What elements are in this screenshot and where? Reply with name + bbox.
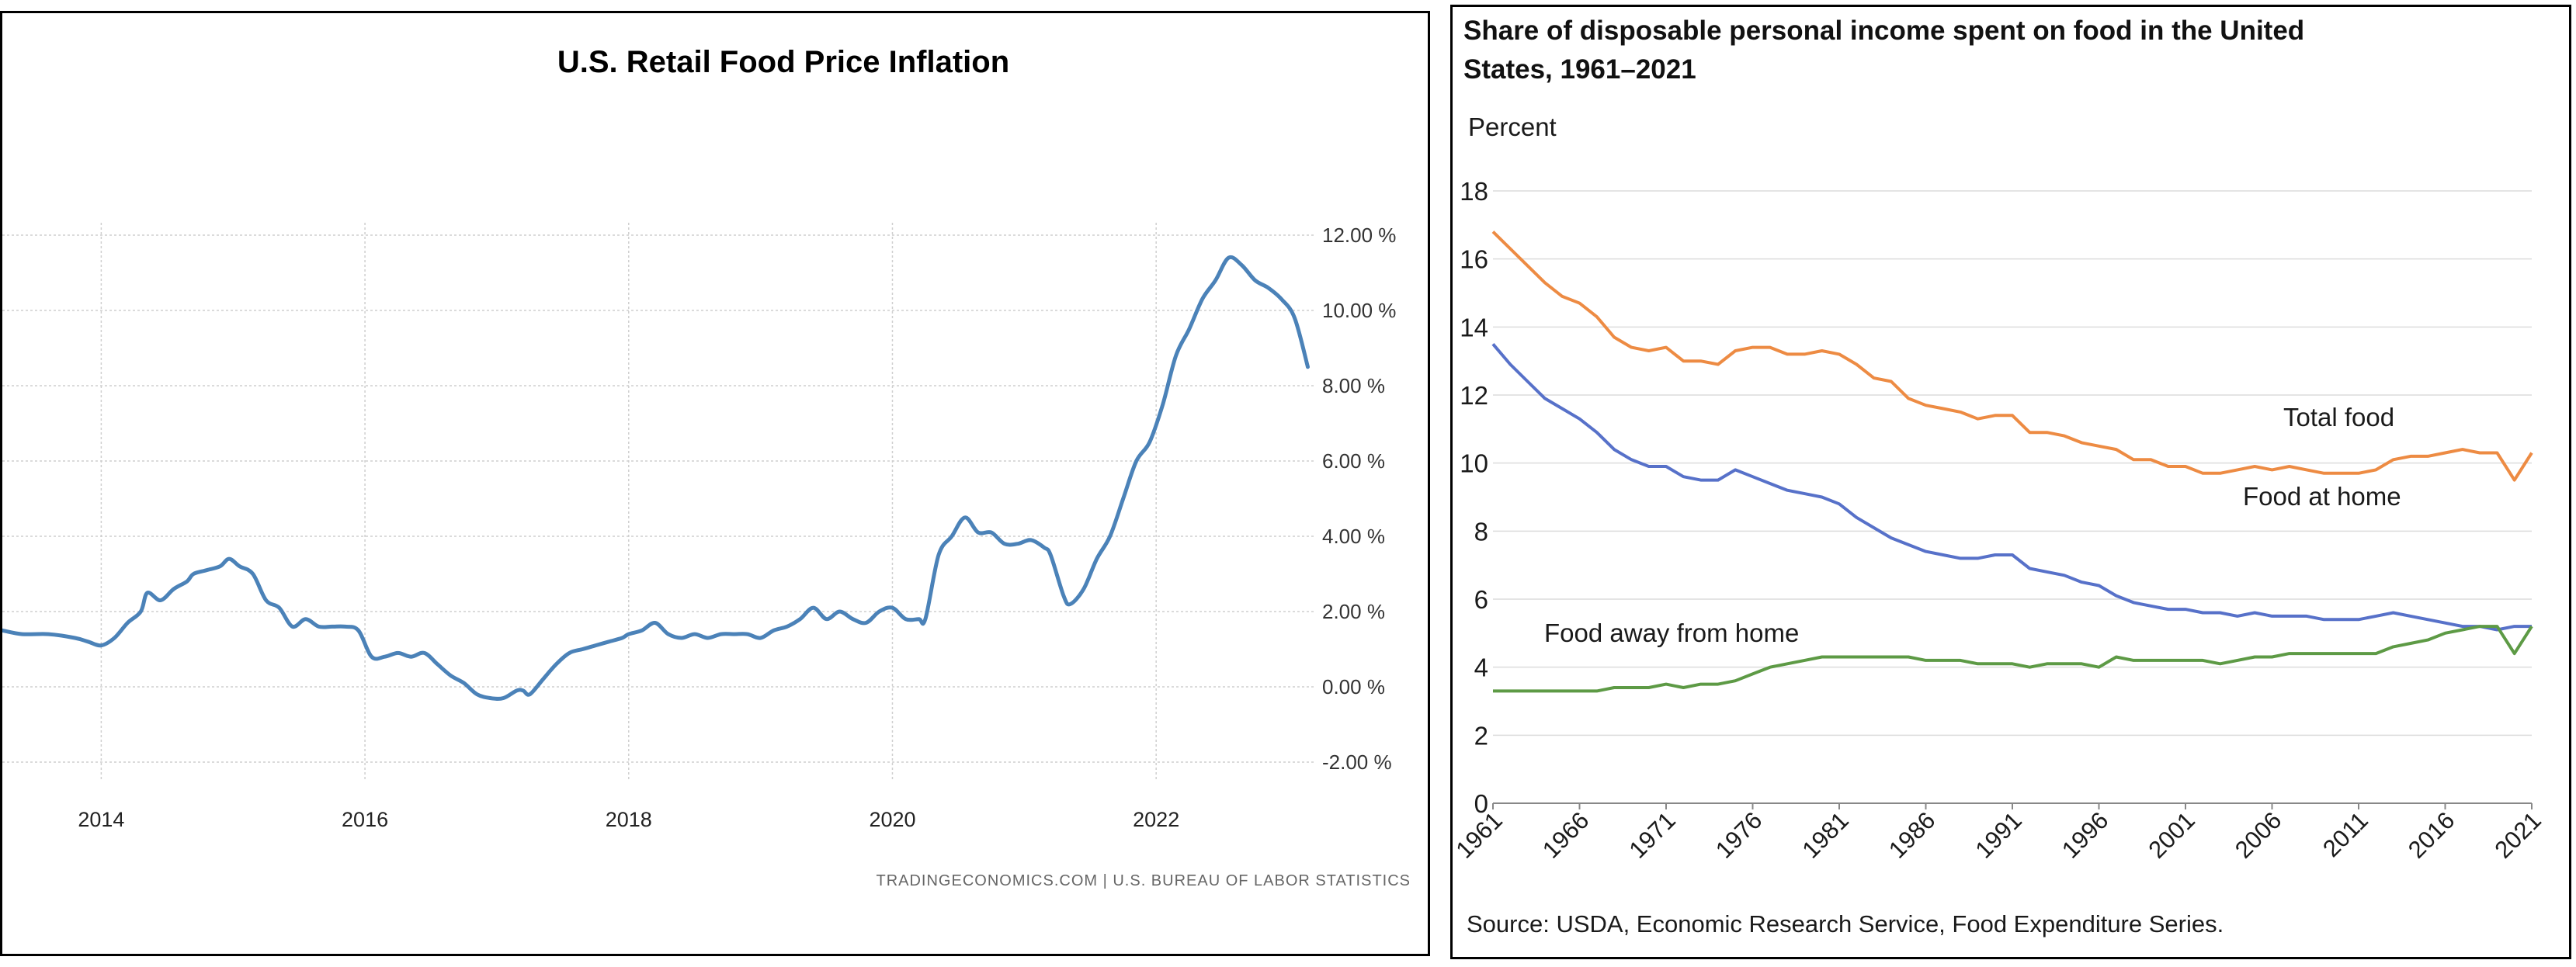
x-tick-label: 1991 <box>1970 806 2027 864</box>
y-tick-label: -2.00 % <box>1322 750 1392 774</box>
y-tick-label: 2.00 % <box>1322 600 1385 623</box>
chart-title-line-1: Share of disposable personal income spen… <box>1463 16 2304 46</box>
food-income-share-chart: Source: USDA, Economic Research Service,… <box>1453 16 2546 938</box>
y-tick-label: 4.00 % <box>1322 525 1385 548</box>
x-tick-label: 2022 <box>1133 808 1179 831</box>
y-tick-label: 10 <box>1460 449 1488 478</box>
chart-source: TRADINGECONOMICS.COM | U.S. BUREAU OF LA… <box>876 872 1411 889</box>
y-tick-label: 14 <box>1460 313 1488 341</box>
y-tick-label: 6 <box>1474 585 1488 614</box>
y-tick-label: 8.00 % <box>1322 374 1385 397</box>
x-tick-label: 1971 <box>1623 806 1681 864</box>
y-axis-ticks: 18 16 14 12 10 8 6 4 2 0 <box>1460 177 1488 818</box>
y-tick-label: 6.00 % <box>1322 449 1385 473</box>
chart-title-line-2: States, 1961–2021 <box>1463 54 1696 85</box>
total-food-line <box>1491 230 2533 482</box>
x-tick-label: 1981 <box>1797 806 1854 864</box>
grid <box>2 223 1314 782</box>
x-axis-ticks: 2014 2016 2018 2020 2022 <box>78 808 1179 831</box>
food-at-home-line <box>1491 343 2532 632</box>
y-tick-label: 12.00 % <box>1322 224 1396 247</box>
y-tick-label: 0 <box>1474 789 1488 818</box>
x-tick-label: 2016 <box>2403 806 2460 864</box>
y-tick-label: 18 <box>1460 177 1488 206</box>
x-tick-label: 1996 <box>2057 806 2114 864</box>
food-away-from-home-label: Food away from home <box>1544 619 1799 647</box>
x-tick-label: 2014 <box>78 808 124 831</box>
x-tick-label: 1966 <box>1537 806 1595 864</box>
x-tick-label: 2016 <box>342 808 388 831</box>
y-tick-label: 0.00 % <box>1322 675 1385 698</box>
inflation-series-line <box>2 255 1310 701</box>
x-tick-label: 2020 <box>869 808 915 831</box>
y-axis-ticks: 12.00 % 10.00 % 8.00 % 6.00 % 4.00 % 2.00 % 0.… <box>1322 224 1396 774</box>
food-at-home-label: Food at home <box>2243 482 2401 511</box>
series <box>2 255 1310 701</box>
y-axis-label: Percent <box>1468 113 1557 141</box>
series: Total food Food at home Food away from hom… <box>1491 230 2533 693</box>
x-axis-ticks: 1961 1966 1971 1976 1981 1986 1991 1996 2001 2006… <box>1453 803 2546 864</box>
y-tick-label: 12 <box>1460 381 1488 410</box>
y-tick-label: 16 <box>1460 245 1488 274</box>
x-tick-label: 2021 <box>2489 806 2546 864</box>
y-tick-label: 10.00 % <box>1322 299 1396 322</box>
x-tick-label: 2018 <box>606 808 652 831</box>
chart-source: Source: USDA, Economic Research Service,… <box>1467 910 2224 938</box>
x-tick-label: 1986 <box>1883 806 1941 864</box>
retail-food-inflation-chart: U.S. Retail Food Price Inflation 2014 201… <box>2 45 1411 889</box>
x-tick-label: 2006 <box>2230 806 2287 864</box>
x-tick-label: 2011 <box>2317 806 2373 862</box>
x-tick-label: 1961 <box>1453 806 1508 864</box>
total-food-label: Total food <box>2283 403 2394 432</box>
retail-food-inflation-panel: U.S. Retail Food Price Inflation 2014 201… <box>0 11 1430 956</box>
y-tick-label: 4 <box>1474 653 1488 682</box>
food-away-from-home-line <box>1493 625 2533 693</box>
x-tick-label: 1976 <box>1710 806 1768 864</box>
x-tick-label: 2001 <box>2143 806 2200 864</box>
y-tick-label: 8 <box>1474 517 1488 546</box>
chart-title: U.S. Retail Food Price Inflation <box>557 45 1009 79</box>
y-tick-label: 2 <box>1474 721 1488 750</box>
food-income-share-panel: Source: USDA, Economic Research Service,… <box>1450 5 2571 959</box>
